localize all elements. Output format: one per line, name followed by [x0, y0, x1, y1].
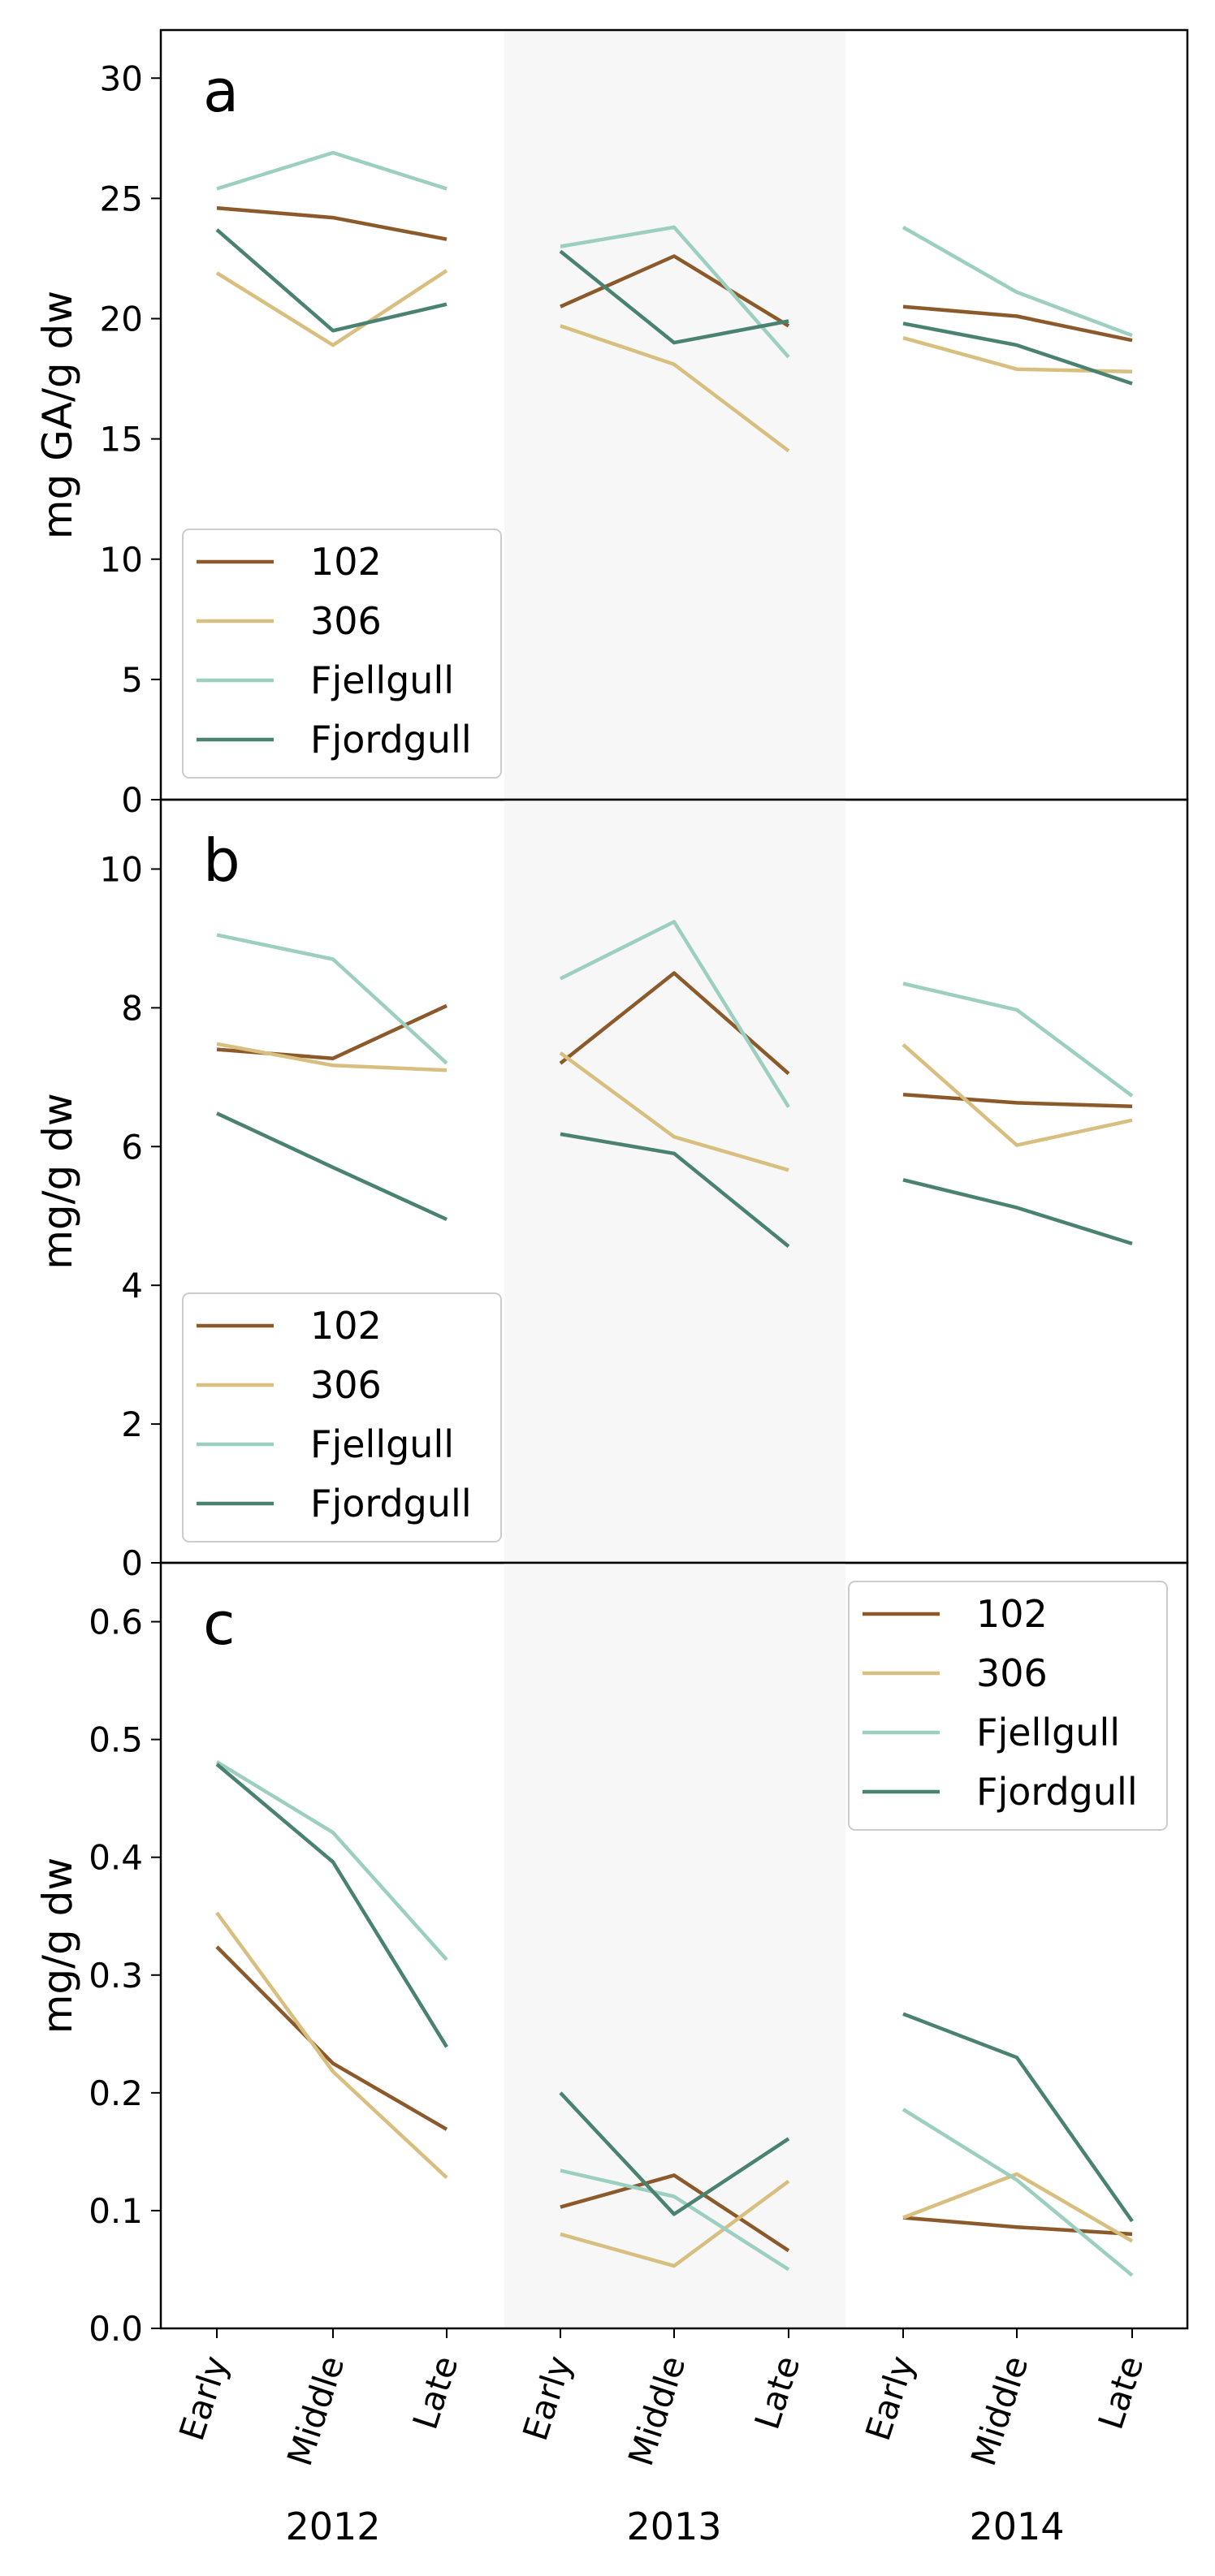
panel-b: 0 2 4 6 8 10 mg/g dw b 102 306 Fjellgull Fjordgull [34, 798, 1189, 1583]
legend-label: 102 [310, 1304, 382, 1348]
legend: 102 306 Fjellgull Fjordgull [182, 1292, 502, 1543]
x-axis: Early Middle Late Early Middle Late Early Middl… [171, 2328, 1152, 2548]
series-line-fjellgull-2012 [216, 150, 448, 191]
y-tick-label: 0.5 [89, 1720, 143, 1760]
panel-letter: b [203, 826, 240, 895]
series-line-306-2012 [216, 1042, 448, 1072]
y-tick-label: 2 [121, 1405, 143, 1444]
y-tick-label: 8 [121, 988, 143, 1028]
y-tick-label: 10 [100, 849, 143, 889]
y-axis-label: mg GA/g dw [34, 291, 81, 539]
y-tick-label: 25 [100, 179, 143, 218]
series-line-102-2013 [560, 254, 790, 328]
panel-c: 0.0 0.1 0.2 0.3 0.4 0.5 0.6 mg/g dw c 102 306 Fjell… [34, 1561, 1189, 2349]
x-tick-label: Middle [279, 2351, 352, 2470]
series-line-306-2013 [560, 2179, 790, 2268]
x-tick-label: Late [747, 2351, 808, 2434]
series-line-102-2012 [215, 1945, 448, 2131]
panel-letter: a [203, 57, 239, 125]
series-line-fjordgull-2012 [215, 228, 448, 333]
year-label: 2013 [626, 2505, 721, 2548]
y-tick-label: 15 [100, 420, 143, 460]
shaded-year-band [504, 30, 845, 800]
y-axis-label: mg/g dw [34, 1858, 81, 2034]
legend: 102 306 Fjellgull Fjordgull [182, 529, 502, 779]
series-line-fjellgull-2012 [215, 1760, 448, 1961]
legend: 102 306 Fjellgull Fjordgull [848, 1581, 1168, 1831]
series-line-306-2013 [559, 1051, 789, 1172]
year-label: 2012 [285, 2505, 380, 2548]
y-tick-label: 5 [121, 660, 143, 700]
shaded-year-band [504, 1563, 845, 2328]
y-tick-label: 0 [121, 1543, 143, 1583]
series-line-fjordgull-2014 [902, 1178, 1133, 1246]
series-line-fjordgull-2012 [216, 1111, 448, 1222]
x-tick-label: Early [171, 2351, 236, 2445]
series-line-fjellgull-2014 [902, 225, 1133, 338]
series-line-102-2012 [216, 205, 448, 241]
series-line-fjellgull-2013 [559, 920, 790, 1108]
y-tick-label: 30 [100, 58, 143, 98]
legend-label: Fjordgull [310, 718, 472, 762]
panel-a: 0 5 10 15 20 25 30 mg GA/g dw a 102 306 Fjellgull Fj… [34, 28, 1189, 820]
y-tick-label: 0.0 [89, 2309, 143, 2349]
series-line-fjellgull-2014 [902, 2108, 1134, 2277]
legend-label: 102 [310, 540, 382, 584]
legend-label: Fjordgull [976, 1770, 1138, 1814]
series-line-306-2014 [902, 2172, 1134, 2243]
series-line-fjordgull-2013 [559, 2091, 790, 2216]
series-line-fjellgull-2013 [560, 2168, 790, 2272]
series-line-fjordgull-2014 [902, 2012, 1134, 2223]
y-axis-label: mg/g dw [34, 1093, 81, 1270]
y-tick-label: 0.6 [89, 1603, 143, 1642]
x-tick-label: Late [405, 2351, 466, 2434]
series-line-fjordgull-2013 [559, 249, 789, 345]
year-label: 2014 [969, 2505, 1064, 2548]
y-tick-label: 0.4 [89, 1838, 143, 1878]
series-line-306-2014 [902, 1043, 1133, 1147]
legend-label: Fjellgull [310, 658, 454, 702]
series-line-102-2013 [560, 2173, 790, 2253]
legend-box [182, 1292, 502, 1543]
legend-label: Fjordgull [310, 1482, 472, 1525]
y-tick-label: 4 [121, 1266, 143, 1305]
legend-label: Fjellgull [976, 1711, 1120, 1754]
legend-box [848, 1581, 1168, 1831]
panel-letter: c [203, 1590, 236, 1658]
series-line-fjellgull-2013 [560, 225, 790, 359]
series-line-102-2014 [902, 304, 1133, 343]
series-line-306-2014 [902, 336, 1133, 373]
legend-box [182, 529, 502, 779]
series-line-fjordgull-2014 [902, 321, 1133, 386]
series-line-fjordgull-2012 [215, 1763, 448, 2048]
legend-label: 306 [310, 599, 382, 643]
x-tick-label: Late [1091, 2351, 1152, 2434]
series-line-102-2014 [902, 2216, 1133, 2237]
shaded-year-band [504, 800, 845, 1563]
legend-label: Fjellgull [310, 1422, 454, 1466]
y-tick-label: 10 [100, 540, 143, 580]
series-line-fjellgull-2014 [902, 982, 1134, 1098]
y-tick-label: 0.1 [89, 2191, 143, 2231]
series-line-306-2012 [215, 269, 448, 347]
series-line-fjordgull-2013 [560, 1132, 790, 1249]
y-tick-label: 0.2 [89, 2073, 143, 2113]
legend-label: 102 [976, 1592, 1048, 1636]
legend-label: 306 [976, 1651, 1048, 1695]
series-line-306-2012 [215, 1911, 448, 2179]
y-tick-label: 0 [121, 780, 143, 820]
x-tick-label: Early [858, 2351, 922, 2445]
series-line-102-2014 [902, 1092, 1133, 1108]
x-tick-label: Middle [963, 2351, 1036, 2470]
series-line-fjellgull-2012 [216, 933, 448, 1065]
series-line-306-2013 [560, 324, 790, 453]
legend-label: 306 [310, 1363, 382, 1407]
y-tick-label: 20 [100, 300, 143, 339]
y-tick-label: 0.3 [89, 1956, 143, 1996]
x-tick-label: Middle [620, 2351, 693, 2470]
x-tick-label: Early [515, 2351, 579, 2445]
series-line-102-2013 [559, 971, 790, 1076]
y-tick-label: 6 [121, 1127, 143, 1167]
